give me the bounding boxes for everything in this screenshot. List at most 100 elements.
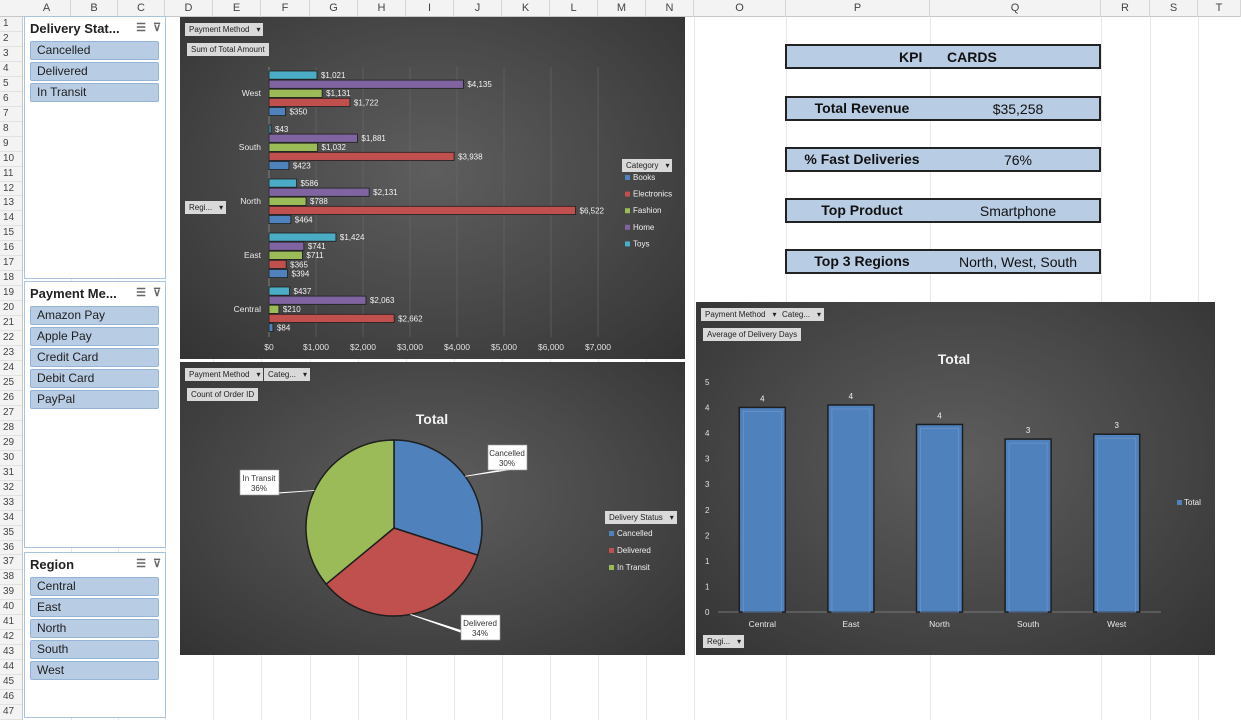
clear-filter-icon[interactable]: ⊽ — [152, 558, 162, 570]
payment-method-filter-button[interactable]: Payment Method ▾ — [185, 368, 264, 381]
row-header-cell[interactable]: 15 — [0, 226, 22, 242]
row-header-cell[interactable]: 6 — [0, 92, 22, 107]
column-header-cell[interactable]: P — [786, 0, 930, 17]
row-header-cell[interactable]: 3 — [0, 47, 22, 62]
row-header-cell[interactable]: 47 — [0, 705, 22, 720]
column-header-cell[interactable]: L — [550, 0, 598, 17]
row-header-cell[interactable]: 38 — [0, 570, 22, 586]
slicer-item[interactable]: Amazon Pay — [30, 306, 159, 325]
row-header-cell[interactable]: 10 — [0, 152, 22, 167]
row-header-cell[interactable]: 8 — [0, 122, 22, 137]
slicer-item[interactable]: Central — [30, 577, 159, 596]
row-header-cell[interactable]: 34 — [0, 511, 22, 526]
row-header-cell[interactable]: 29 — [0, 436, 22, 451]
slicer-item[interactable]: West — [30, 661, 159, 680]
multi-select-icon[interactable]: ☰ — [136, 558, 146, 570]
row-header-cell[interactable]: 44 — [0, 660, 22, 676]
column-header-cell[interactable]: O — [694, 0, 786, 17]
row-header-cell[interactable]: 26 — [0, 391, 22, 406]
y-tick-label: 2 — [705, 506, 710, 515]
column-header-cell[interactable]: D — [165, 0, 213, 17]
row-header-cell[interactable]: 7 — [0, 107, 22, 122]
kpi-title-card: KPI CARDS — [785, 44, 1101, 69]
category-filter-button[interactable]: Categ... ▾ — [778, 308, 825, 321]
region-axis-button[interactable]: Regi... ▾ — [703, 635, 745, 648]
column-header-cell[interactable]: R — [1101, 0, 1150, 17]
row-header-cell[interactable]: 19 — [0, 286, 22, 302]
column-header-cell[interactable]: H — [358, 0, 406, 17]
column-header-cell[interactable]: C — [118, 0, 165, 17]
row-header-cell[interactable]: 11 — [0, 167, 22, 182]
delivery-status-legend-button[interactable]: Delivery Status ▾ — [605, 511, 677, 524]
clear-filter-icon[interactable]: ⊽ — [152, 287, 162, 299]
row-header-cell[interactable]: 23 — [0, 346, 22, 362]
multi-select-icon[interactable]: ☰ — [136, 287, 146, 299]
row-header-cell[interactable]: 13 — [0, 196, 22, 212]
row-header-cell[interactable]: 21 — [0, 316, 22, 332]
column-header-cell[interactable]: A — [23, 0, 71, 17]
row-header-cell[interactable]: 18 — [0, 271, 22, 287]
payment-method-filter-button[interactable]: Payment Method ▾ — [185, 23, 264, 36]
column-header-cell[interactable]: J — [454, 0, 502, 17]
slicer-item[interactable]: Cancelled — [30, 41, 159, 60]
row-header-cell[interactable]: 1 — [0, 17, 22, 32]
column-header-cell[interactable]: N — [646, 0, 694, 17]
row-header-cell[interactable]: 45 — [0, 675, 22, 691]
column-header-cell[interactable]: M — [598, 0, 646, 17]
row-header-cell[interactable]: 30 — [0, 451, 22, 466]
row-header-cell[interactable]: 2 — [0, 32, 22, 47]
row-header-cell[interactable]: 20 — [0, 301, 22, 317]
slicer-item[interactable]: Debit Card — [30, 369, 159, 388]
column-bar-highlight — [831, 408, 871, 613]
multi-select-icon[interactable]: ☰ — [136, 22, 146, 34]
slicer-item[interactable]: In Transit — [30, 83, 159, 102]
row-header-cell[interactable]: 40 — [0, 600, 22, 616]
row-header-cell[interactable]: 22 — [0, 331, 22, 347]
region-axis-button[interactable]: Regi... ▾ — [185, 201, 227, 214]
row-header-cell[interactable]: 5 — [0, 77, 22, 92]
column-header-cell[interactable]: I — [406, 0, 454, 17]
row-header-cell[interactable]: 14 — [0, 211, 22, 227]
slicer-item[interactable]: Delivered — [30, 62, 159, 81]
column-header-cell[interactable]: Q — [930, 0, 1101, 17]
row-header-cell[interactable]: 16 — [0, 241, 22, 257]
row-header-cell[interactable]: 39 — [0, 585, 22, 601]
row-header-cell[interactable]: 25 — [0, 376, 22, 391]
bar — [268, 295, 367, 305]
row-header-cell[interactable]: 31 — [0, 466, 22, 481]
slicer-item[interactable]: North — [30, 619, 159, 638]
row-header-cell[interactable]: 41 — [0, 615, 22, 631]
column-header-cell[interactable]: B — [71, 0, 118, 17]
legend-swatch — [625, 208, 630, 214]
column-header-cell[interactable]: E — [213, 0, 261, 17]
slicer-item[interactable]: South — [30, 640, 159, 659]
row-header-cell[interactable]: 35 — [0, 526, 22, 541]
column-header-cell[interactable]: F — [261, 0, 310, 17]
slicer-item[interactable]: Apple Pay — [30, 327, 159, 346]
row-header-cell[interactable]: 24 — [0, 361, 22, 376]
row-header-cell[interactable]: 37 — [0, 555, 22, 571]
category-legend-button[interactable]: Category ▾ — [622, 159, 673, 172]
row-header-cell[interactable]: 36 — [0, 541, 22, 556]
row-header-cell[interactable]: 28 — [0, 421, 22, 436]
row-header-cell[interactable]: 43 — [0, 645, 22, 661]
category-filter-button[interactable]: Categ... ▾ — [264, 368, 311, 381]
clear-filter-icon[interactable]: ⊽ — [152, 22, 162, 34]
row-header-cell[interactable]: 42 — [0, 630, 22, 646]
slicer-item[interactable]: Credit Card — [30, 348, 159, 367]
payment-method-filter-button[interactable]: Payment Method ▾ — [701, 308, 780, 321]
column-header-cell[interactable]: S — [1150, 0, 1198, 17]
column-header-cell[interactable]: G — [310, 0, 358, 17]
row-header-cell[interactable]: 4 — [0, 62, 22, 77]
column-header-cell[interactable]: T — [1198, 0, 1241, 17]
row-header-cell[interactable]: 33 — [0, 496, 22, 511]
row-header-cell[interactable]: 12 — [0, 182, 22, 197]
column-header-cell[interactable]: K — [502, 0, 550, 17]
row-header-cell[interactable]: 27 — [0, 406, 22, 421]
slicer-item[interactable]: PayPal — [30, 390, 159, 409]
row-header-cell[interactable]: 32 — [0, 481, 22, 496]
row-header-cell[interactable]: 9 — [0, 137, 22, 152]
row-header-cell[interactable]: 17 — [0, 256, 22, 272]
slicer-item[interactable]: East — [30, 598, 159, 617]
row-header-cell[interactable]: 46 — [0, 690, 22, 706]
